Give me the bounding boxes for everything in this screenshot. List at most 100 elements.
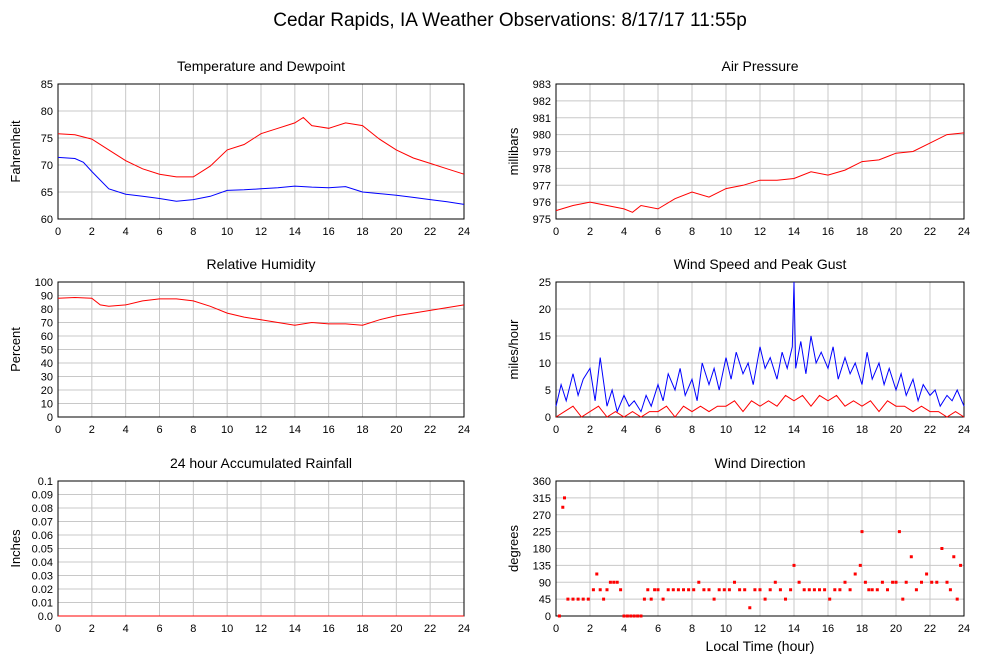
x-tick-label: 0 (553, 226, 559, 238)
y-tick-label: 80 (41, 106, 53, 118)
y-tick-label: 0.01 (32, 598, 53, 610)
x-tick-label: 18 (356, 424, 368, 436)
x-tick-label: 12 (255, 226, 267, 238)
data-point (563, 496, 566, 500)
x-tick-label: 22 (424, 424, 436, 436)
x-tick-label: 22 (924, 226, 936, 238)
data-point (712, 597, 716, 601)
x-tick-label: 6 (655, 226, 661, 238)
y-tick-label: 0 (47, 412, 53, 424)
y-tick-label: 0.02 (32, 584, 53, 596)
chart-title: Air Pressure (721, 58, 798, 74)
x-tick-label: 6 (655, 424, 661, 436)
data-point (676, 588, 680, 592)
x-tick-label: 24 (458, 623, 470, 635)
y-axis-label: millibars (506, 127, 521, 175)
plot-frame (555, 480, 965, 617)
x-tick-label: 16 (323, 424, 335, 436)
data-point (886, 588, 889, 592)
plot-frame (555, 281, 965, 418)
x-tick-label: 24 (458, 424, 470, 436)
y-tick-label: 45 (539, 594, 551, 606)
data-point (848, 588, 852, 592)
data-point (692, 588, 696, 592)
x-tick-label: 8 (689, 623, 695, 635)
x-tick-label: 10 (221, 226, 233, 238)
y-tick-label: 976 (533, 197, 551, 209)
data-point (914, 588, 918, 592)
data-point (901, 597, 905, 601)
data-point (642, 597, 646, 601)
x-tick-label: 20 (390, 424, 402, 436)
chart-title: Wind Direction (714, 455, 805, 471)
x-tick-label: 0 (55, 424, 61, 436)
y-tick-label: 30 (41, 372, 53, 384)
data-point (612, 580, 616, 584)
data-point (656, 588, 660, 592)
y-tick-label: 100 (35, 277, 53, 289)
x-tick-label: 14 (289, 226, 301, 238)
data-point (802, 588, 806, 592)
data-point (649, 597, 653, 601)
data-point (812, 588, 816, 592)
data-point (897, 530, 901, 534)
y-tick-label: 25 (539, 277, 551, 289)
data-point (646, 588, 650, 592)
x-tick-label: 12 (255, 424, 267, 436)
data-point (940, 547, 944, 550)
data-point (722, 588, 726, 592)
x-tick-label: 10 (720, 424, 732, 436)
data-point (636, 614, 640, 618)
series-line-red (57, 296, 465, 326)
x-tick-label: 4 (123, 623, 129, 635)
x-tick-label: 6 (156, 226, 162, 238)
data-point (880, 580, 884, 584)
data-point (909, 555, 913, 559)
x-tick-label: 6 (655, 623, 661, 635)
data-point (717, 588, 721, 592)
x-tick-label: 10 (720, 226, 732, 238)
x-tick-label: 14 (289, 623, 301, 635)
data-point (930, 580, 934, 584)
data-point (733, 580, 736, 584)
x-tick-label: 12 (255, 623, 267, 635)
x-tick-label: 16 (822, 424, 834, 436)
data-point (738, 588, 742, 592)
data-point (666, 588, 670, 592)
data-point (925, 572, 929, 576)
data-point (682, 588, 685, 592)
y-tick-label: 0.09 (32, 490, 53, 502)
data-point (702, 588, 706, 592)
data-point (566, 597, 570, 601)
data-point (743, 588, 747, 592)
x-tick-label: 22 (924, 623, 936, 635)
series-line-red (555, 394, 965, 418)
x-tick-label: 12 (754, 424, 766, 436)
y-axis-label: degrees (506, 525, 521, 572)
x-tick-label: 2 (89, 623, 95, 635)
data-point (778, 588, 782, 592)
data-point (622, 614, 626, 618)
x-tick-label: 12 (754, 623, 766, 635)
x-tick-label: 4 (621, 424, 627, 436)
data-point (863, 580, 867, 584)
y-axis-label: Percent (8, 327, 23, 372)
y-tick-label: 90 (41, 291, 53, 303)
x-tick-label: 18 (856, 226, 868, 238)
data-point (904, 580, 908, 584)
x-tick-label: 16 (323, 226, 335, 238)
y-tick-label: 20 (539, 304, 551, 316)
x-tick-label: 8 (190, 424, 196, 436)
x-tick-label: 16 (323, 623, 335, 635)
x-tick-label: 16 (822, 226, 834, 238)
data-point (748, 606, 752, 610)
y-axis-label: Fahrenheit (8, 120, 23, 183)
y-tick-label: 0 (545, 611, 551, 623)
x-tick-label: 20 (890, 623, 902, 635)
x-tick-label: 2 (89, 226, 95, 238)
y-tick-label: 0.0 (38, 611, 53, 623)
data-point (935, 580, 939, 584)
data-point (591, 588, 595, 592)
data-point (586, 597, 590, 601)
